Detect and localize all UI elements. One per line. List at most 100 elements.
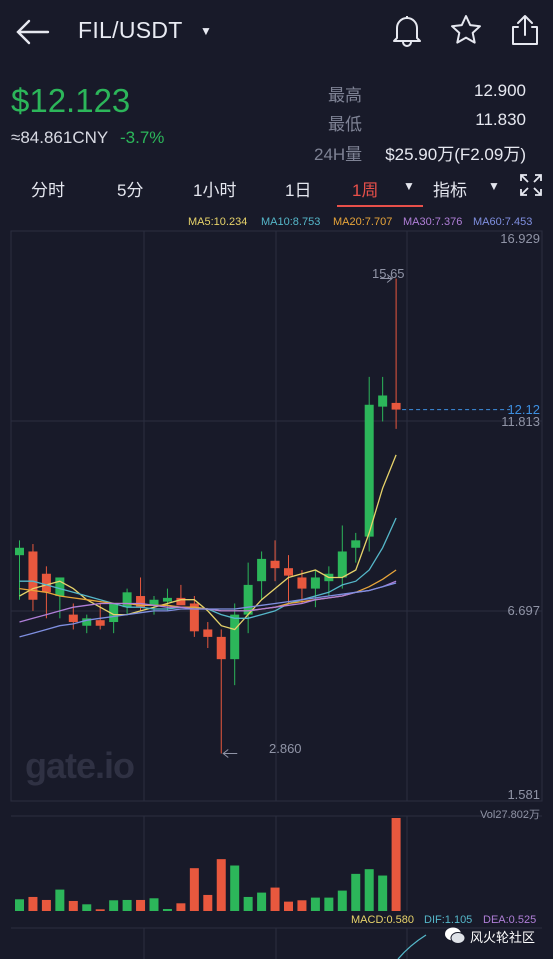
dif-value: DIF:1.105 (424, 914, 473, 926)
y-tick-label: 16.929 (500, 231, 540, 246)
candle-body (284, 568, 293, 576)
y-tick-label: 11.813 (501, 414, 540, 429)
candle-body (270, 560, 280, 569)
expand-icon[interactable] (519, 173, 543, 197)
volume-bar (378, 875, 388, 911)
volume-bar (122, 899, 132, 911)
ma60-legend: MA60:7.453 (473, 216, 533, 228)
candle-body (337, 551, 347, 578)
high-value: 12.900 (474, 81, 526, 100)
tab-timeshare[interactable]: 分时 (31, 181, 65, 200)
candle-body (136, 596, 146, 608)
volume-bar (189, 868, 199, 911)
max-marker-arrow (386, 274, 393, 283)
caret-down-icon[interactable]: ▼ (488, 179, 500, 193)
volume-bar (15, 899, 24, 911)
candle-body (257, 558, 267, 582)
candle-body (149, 599, 159, 606)
volume-bar (310, 897, 320, 911)
volume-bar (324, 897, 334, 911)
candle-body (41, 573, 51, 593)
tab-indicators[interactable]: 指标 (433, 181, 467, 200)
volume-bar (95, 909, 105, 911)
candle-body (364, 404, 374, 537)
arrow-left-icon[interactable] (14, 17, 50, 47)
tab-1hour[interactable]: 1小时 (193, 181, 237, 200)
volume-bar (364, 869, 374, 911)
candle-body (310, 577, 320, 589)
candle-body (351, 540, 361, 548)
volume-bar (136, 899, 146, 911)
last-price-label: 12.12 (507, 402, 540, 417)
ma20-legend: MA20:7.707 (333, 216, 393, 228)
star-icon[interactable] (450, 14, 482, 46)
dif-line (397, 934, 427, 959)
active-tab-indicator (337, 205, 423, 207)
volume-bar (28, 896, 38, 911)
ma30-legend: MA30:7.376 (403, 216, 463, 228)
candle-body (162, 597, 172, 602)
volume-value: $25.90万(F2.09万) (385, 145, 526, 164)
ma60-line (19, 582, 397, 638)
volume-max-label: Vol27.802万 (480, 809, 540, 821)
ma5-line (19, 454, 397, 631)
max-price-label: 15.65 (372, 266, 405, 281)
candle-body (216, 636, 226, 660)
tab-1week[interactable]: 1周 (352, 181, 379, 200)
volume-bar (243, 896, 253, 911)
candle-body (391, 402, 401, 410)
candle-body (203, 629, 213, 637)
volume-bar (41, 899, 51, 911)
ma5-legend: MA5:10.234 (188, 216, 248, 228)
ma10-legend: MA10:8.753 (261, 216, 321, 228)
volume-bar (391, 818, 401, 911)
volume-bar (216, 859, 226, 911)
wechat-tag: 风火轮社区 (444, 922, 552, 952)
macd-value: MACD:0.580 (351, 914, 414, 926)
low-label: 最低 (328, 115, 362, 134)
y-tick-label: 1.581 (507, 787, 540, 802)
candle-body (189, 603, 199, 632)
volume-bar (55, 889, 65, 911)
wechat-tag-text: 风火轮社区 (470, 930, 536, 945)
bell-icon[interactable] (391, 13, 423, 47)
volume-bar (270, 887, 280, 911)
top-bar: FIL/USDT ▼ (0, 0, 553, 64)
timeframe-tabs: 分时 5分 1小时 1日 1周 ▼ 指标 ▼ (0, 166, 553, 206)
caret-down-icon[interactable]: ▼ (200, 24, 212, 38)
candle-body (82, 618, 92, 626)
caret-down-icon[interactable]: ▼ (403, 179, 415, 193)
volume-bar (284, 901, 293, 911)
volume-bar (297, 900, 307, 911)
y-tick-label: 6.697 (507, 603, 540, 618)
candle-body (109, 603, 119, 623)
candle-body (15, 547, 24, 556)
candle-body (230, 614, 240, 660)
volume-label: 24H量 (314, 145, 363, 164)
volume-bar (82, 904, 92, 911)
candle-body (68, 614, 78, 623)
wechat-icon (445, 927, 466, 944)
dea-value: DEA:0.525 (483, 914, 537, 926)
volume-bar (109, 900, 119, 911)
candle-body (378, 395, 388, 407)
volume-bar (68, 900, 78, 911)
volume-bar (162, 908, 172, 911)
candle-body (55, 577, 65, 597)
volume-bar (337, 890, 347, 911)
candle-body (95, 620, 105, 626)
volume-bar (351, 873, 361, 911)
cny-price: ≈84.861CNY (11, 128, 109, 147)
volume-bar (230, 865, 240, 911)
low-value: 11.830 (475, 110, 526, 129)
volume-bar (203, 894, 213, 911)
volume-bar (149, 898, 159, 911)
tab-1day[interactable]: 1日 (285, 181, 312, 200)
tab-5min[interactable]: 5分 (117, 181, 144, 200)
candle-body (297, 577, 307, 589)
share-icon[interactable] (509, 13, 541, 47)
high-label: 最高 (328, 86, 362, 105)
pair-title[interactable]: FIL/USDT (78, 17, 183, 43)
candle-body (176, 597, 186, 606)
candle-body (122, 592, 132, 608)
